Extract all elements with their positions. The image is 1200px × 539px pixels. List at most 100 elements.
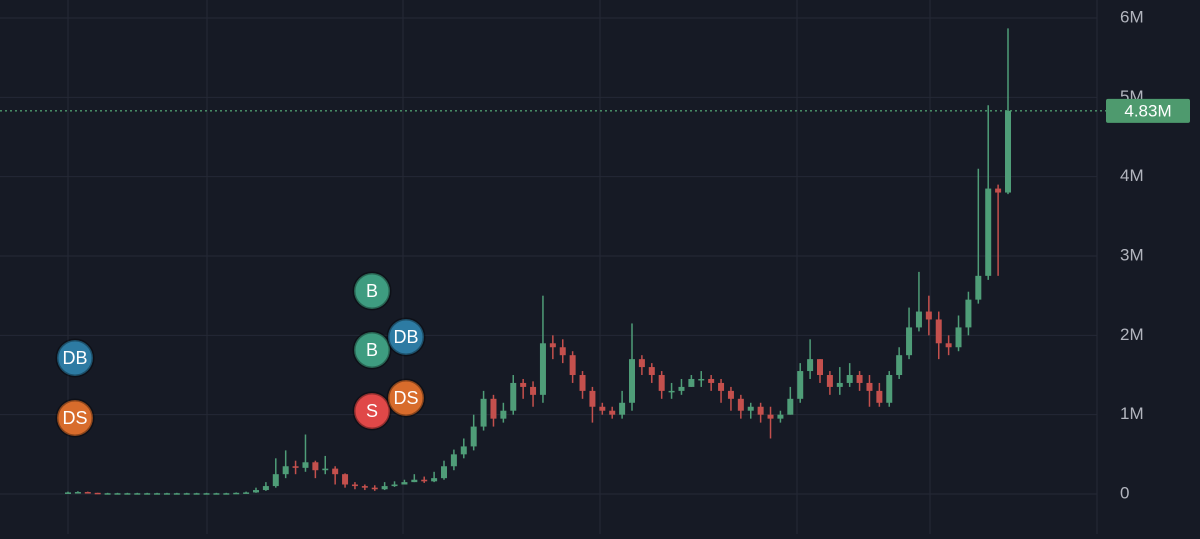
candle-body: [638, 359, 645, 368]
candle-body: [193, 493, 200, 495]
candle-body: [737, 398, 744, 411]
candle-body: [411, 479, 418, 483]
candle-body: [134, 493, 141, 495]
candle-body: [925, 311, 932, 320]
candle-body: [846, 375, 853, 383]
candle-body: [579, 375, 586, 391]
candle-body: [836, 382, 843, 387]
candle-body: [866, 382, 873, 391]
last-price-tag: [1106, 98, 1190, 123]
signal-marker: [386, 378, 426, 418]
candle-body: [381, 486, 388, 490]
candle-body: [886, 375, 893, 403]
candle-body: [985, 188, 992, 276]
candle-body: [213, 493, 220, 495]
candle-body: [391, 484, 398, 487]
candle-body: [431, 478, 438, 482]
signal-label: DB: [393, 327, 418, 347]
candle-body: [817, 359, 823, 376]
y-tick-label: 1M: [1120, 404, 1144, 423]
candle-body: [520, 382, 527, 387]
candle-body: [826, 375, 833, 387]
candle-body: [84, 492, 91, 494]
candle-body: [688, 378, 695, 387]
y-tick-label: 3M: [1120, 245, 1144, 264]
candle-body: [599, 406, 606, 411]
candle-body: [896, 355, 903, 376]
candle-body: [876, 390, 883, 403]
candle-body: [648, 367, 655, 376]
candle-body: [163, 493, 170, 495]
candle-body: [747, 406, 754, 411]
candle-body: [539, 343, 546, 395]
signal-label: B: [366, 340, 378, 360]
candle-body: [450, 454, 457, 467]
candle-body: [154, 493, 161, 495]
candle-body: [945, 343, 952, 348]
signal-marker: [55, 338, 95, 378]
candle-body: [104, 493, 111, 495]
candle-body: [718, 382, 725, 391]
candle-body: [460, 446, 467, 455]
candle-body: [272, 474, 279, 487]
signal-marker: [352, 330, 392, 370]
candle-body: [856, 375, 863, 383]
y-tick-label: 2M: [1120, 325, 1144, 344]
y-tick-label: 0: [1120, 483, 1129, 502]
candle-body: [589, 390, 596, 407]
candle-body: [94, 492, 101, 495]
candle-body: [74, 492, 81, 494]
candle-body: [233, 492, 240, 495]
candle-body: [351, 484, 358, 487]
candle-body: [124, 493, 131, 495]
candle-body: [441, 466, 447, 479]
candle-body: [500, 410, 507, 419]
candle-body: [757, 406, 764, 415]
candle-body: [203, 493, 210, 495]
candle-body: [144, 493, 151, 495]
signal-label: B: [366, 281, 378, 301]
candle-body: [401, 482, 408, 485]
candle-body: [480, 398, 487, 427]
candle-body: [371, 487, 378, 490]
candle-body: [282, 466, 289, 475]
time-grid: [67, 0, 931, 534]
candle-body: [787, 398, 794, 415]
candle-body: [332, 468, 339, 475]
candle-body: [470, 426, 477, 447]
candle-body: [510, 382, 517, 411]
candle-body: [965, 299, 972, 328]
signal-marker: [386, 317, 426, 357]
y-tick-label: 4M: [1120, 166, 1144, 185]
candle-body: [183, 493, 190, 495]
candle-body: [777, 414, 784, 419]
signal-label: S: [366, 401, 378, 421]
candle-body: [312, 462, 319, 471]
candle-body: [619, 402, 626, 415]
candle-body: [658, 375, 665, 391]
candle-body: [767, 414, 774, 419]
candle-body: [807, 359, 814, 372]
signal-marker: [55, 398, 95, 438]
candle-body: [342, 474, 349, 485]
candle-body: [1005, 110, 1011, 193]
candle-body: [727, 390, 734, 399]
candle-body: [797, 371, 804, 399]
candle-body: [559, 347, 566, 356]
candle-body: [302, 462, 309, 468]
candle-body: [490, 398, 497, 419]
candle-body: [223, 493, 230, 495]
candle-body: [629, 359, 635, 403]
candle-body: [906, 327, 913, 356]
candle-body: [114, 493, 121, 495]
candle-body: [975, 275, 982, 300]
candle-body: [609, 410, 616, 415]
signal-label: DB: [62, 348, 87, 368]
candle-body: [322, 468, 329, 471]
candle-body: [995, 188, 1002, 193]
signal-label: DS: [62, 408, 87, 428]
candle-body: [292, 466, 299, 468]
candle-body: [708, 378, 715, 383]
